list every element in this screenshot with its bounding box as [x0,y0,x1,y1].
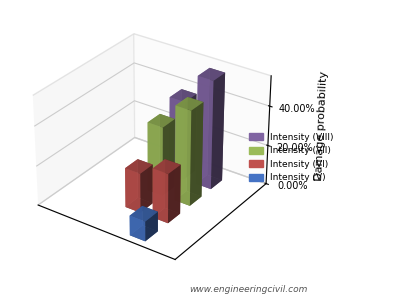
Legend: Intensity (VIII), Intensity (VII), Intensity (VI), Intensity (V): Intensity (VIII), Intensity (VII), Inten… [246,129,337,186]
Text: www.engineeringcivil.com: www.engineeringcivil.com [189,285,307,294]
